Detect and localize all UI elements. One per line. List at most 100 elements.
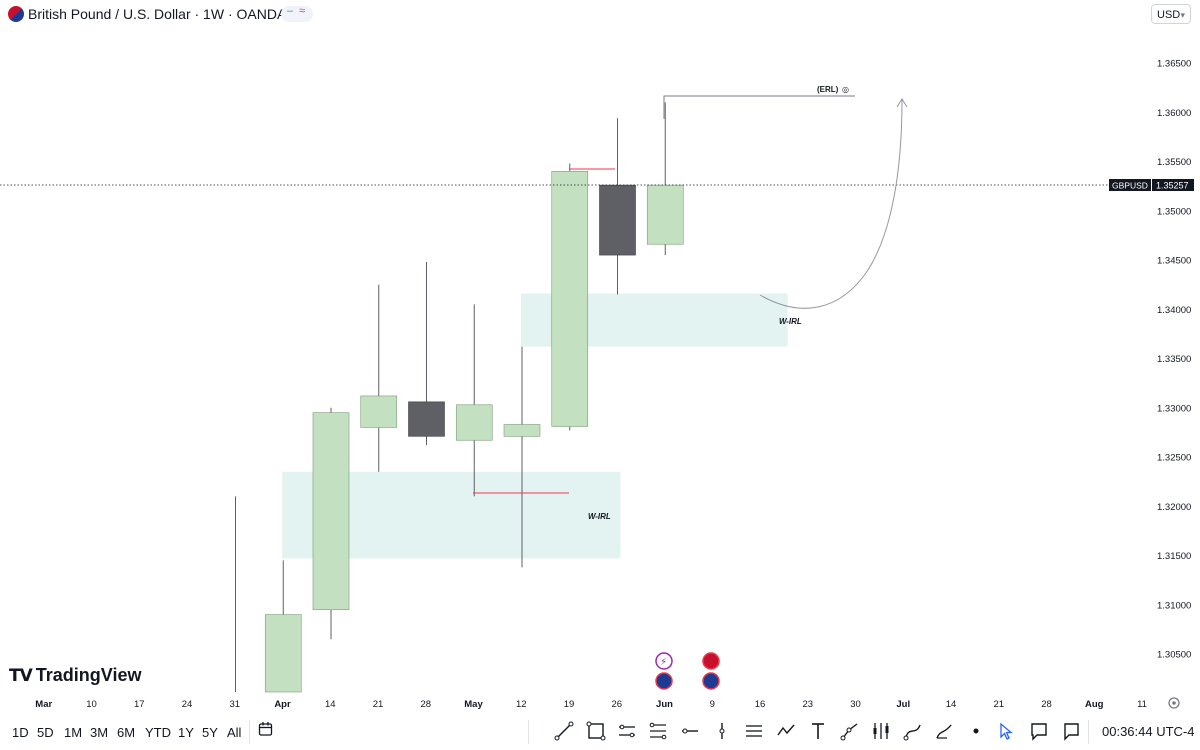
gear-icon[interactable] — [1168, 697, 1180, 709]
fib-retracement-icon[interactable] — [648, 721, 668, 741]
range-5y[interactable]: 5Y — [202, 725, 218, 740]
price-tick-label: 1.36500 — [1157, 59, 1191, 70]
range-1m[interactable]: 1M — [64, 725, 83, 740]
time-tick-label: 26 — [611, 699, 622, 710]
symbol-tag: GBPUSD — [1112, 181, 1148, 191]
zone-label-lower: W-IRL — [588, 512, 611, 521]
text-icon[interactable] — [808, 721, 828, 741]
time-scale: 4Mar10172431Apr142128May121926Jun9162330… — [35, 699, 1147, 710]
drawings-layer: (ERL) ◎ W-IRL W-IRL — [0, 85, 1108, 521]
range-3m[interactable]: 3M — [90, 725, 109, 740]
time-tick-label: 31 — [229, 699, 240, 710]
toolbar-separator-2 — [528, 720, 529, 744]
candle-bullish[interactable] — [312, 412, 350, 610]
symbol-tag-box — [1109, 179, 1151, 191]
toolbar-separator-3 — [1088, 720, 1089, 744]
gear-hub — [1172, 701, 1176, 705]
time-tick-label: 24 — [182, 699, 193, 710]
time-tick-label: 10 — [86, 699, 97, 710]
us-flag-event-icon-2[interactable] — [702, 672, 720, 690]
trend-line-icon[interactable] — [554, 721, 574, 741]
event-markers: ⚡ — [655, 652, 720, 690]
time-tick-label: May — [464, 699, 483, 710]
time-tick-label: 17 — [134, 699, 145, 710]
price-scale: 1.36500 1.36000 1.35500 1.35000 1.34500 1.340… — [1157, 59, 1191, 661]
brush-icon[interactable] — [934, 721, 954, 741]
time-tick-label: 12 — [516, 699, 527, 710]
tv-logo-icon: 𝗧𝗩 — [9, 666, 33, 685]
zigzag-pattern-icon[interactable] — [776, 721, 796, 741]
range-all[interactable]: All — [227, 725, 242, 740]
price-tick-label: 1.33000 — [1157, 403, 1191, 414]
time-tick-label: 9 — [710, 699, 715, 710]
curve-icon[interactable] — [903, 721, 923, 741]
status-approx-icon: ≈ — [299, 5, 306, 17]
market-status-pill[interactable]: ‒ ≈ — [281, 5, 313, 22]
time-tick-label: Jul — [896, 699, 910, 710]
range-6m[interactable]: 6M — [117, 725, 136, 740]
erl-label: (ERL) — [817, 85, 839, 94]
candle-bullish[interactable] — [360, 395, 398, 428]
time-tick-label: Apr — [274, 699, 291, 710]
settings-gear — [1168, 697, 1180, 709]
price-tick-label: 1.32500 — [1157, 453, 1191, 464]
candle-bullish[interactable] — [551, 171, 589, 427]
clock-timezone[interactable]: 00:36:44 UTC-4 — [1102, 724, 1195, 739]
projection-curve-arrow[interactable] — [759, 99, 903, 309]
rectangle-icon[interactable] — [586, 721, 606, 741]
price-tick-label: 1.32000 — [1157, 502, 1191, 513]
price-tick-label: 1.31500 — [1157, 551, 1191, 562]
comment-icon[interactable] — [1061, 721, 1081, 741]
price-tick-label: 1.30500 — [1157, 650, 1191, 661]
pitchfork-icon[interactable] — [744, 721, 764, 741]
bottom-toolbar: 1D 5D 1M 3M 6M YTD 1Y 5Y All — [0, 716, 1200, 750]
candle-bullish[interactable] — [264, 614, 302, 693]
candle-bullish[interactable] — [503, 424, 541, 437]
status-dash: ‒ — [287, 5, 294, 17]
time-tick-label: 11 — [1137, 699, 1147, 710]
uk-flag-event-icon[interactable] — [702, 652, 720, 670]
current-price-label: 1.35257 — [1156, 181, 1189, 191]
time-tick-label: 16 — [755, 699, 766, 710]
range-1y[interactable]: 1Y — [178, 725, 194, 740]
currency-select[interactable]: USD ▾ — [1151, 4, 1191, 24]
price-tick-label: 1.35000 — [1157, 206, 1191, 217]
calendar-goto-icon[interactable] — [258, 721, 274, 737]
bodies-layer — [264, 171, 684, 693]
price-tick-label: 1.31000 — [1157, 600, 1191, 611]
horizontal-ray-icon[interactable] — [680, 721, 700, 741]
erl-level-line[interactable] — [663, 95, 855, 119]
path-icon[interactable] — [840, 721, 860, 741]
range-1d[interactable]: 1D — [12, 725, 29, 740]
us-flag-event-icon[interactable] — [655, 672, 673, 690]
range-ytd[interactable]: YTD — [145, 725, 171, 740]
price-tick-label: 1.34000 — [1157, 305, 1191, 316]
chart-header: British Pound / U.S. Dollar · 1W · OANDA… — [0, 0, 1200, 30]
price-chart[interactable]: (ERL) ◎ W-IRL W-IRL 1.36500 1.36000 1.3550… — [0, 0, 1200, 716]
callout-icon[interactable] — [1029, 721, 1049, 741]
time-tick-label: 21 — [373, 699, 384, 710]
range-5d[interactable]: 5D — [37, 725, 54, 740]
candle-bullish[interactable] — [646, 184, 684, 245]
candle-bearish[interactable] — [599, 184, 636, 256]
time-tick-label: 28 — [420, 699, 431, 710]
parallel-channel-icon[interactable] — [617, 721, 637, 741]
time-tick-label: 19 — [564, 699, 575, 710]
candle-bearish[interactable] — [408, 401, 445, 437]
time-tick-label: Jun — [656, 699, 673, 710]
dot-icon[interactable] — [966, 721, 986, 741]
vertical-line-icon[interactable] — [712, 721, 732, 741]
current-price-tag: GBPUSD 1.35257 — [1109, 179, 1194, 191]
cursor-arrow-icon[interactable] — [996, 721, 1016, 741]
price-tick-label: 1.34500 — [1157, 256, 1191, 267]
currency-label: USD — [1157, 9, 1181, 21]
long-short-position-icon[interactable] — [871, 721, 891, 741]
current-price-box — [1152, 179, 1194, 191]
candle-bullish[interactable] — [455, 404, 493, 441]
price-tick-label: 1.35500 — [1157, 157, 1191, 168]
erl-eye-icon: ◎ — [842, 85, 849, 94]
symbol-title[interactable]: British Pound / U.S. Dollar · 1W · OANDA — [28, 6, 287, 22]
event-lightning-icon[interactable] — [655, 652, 673, 670]
time-tick-label: 21 — [993, 699, 1004, 710]
lightning-glyph: ⚡ — [660, 657, 667, 668]
